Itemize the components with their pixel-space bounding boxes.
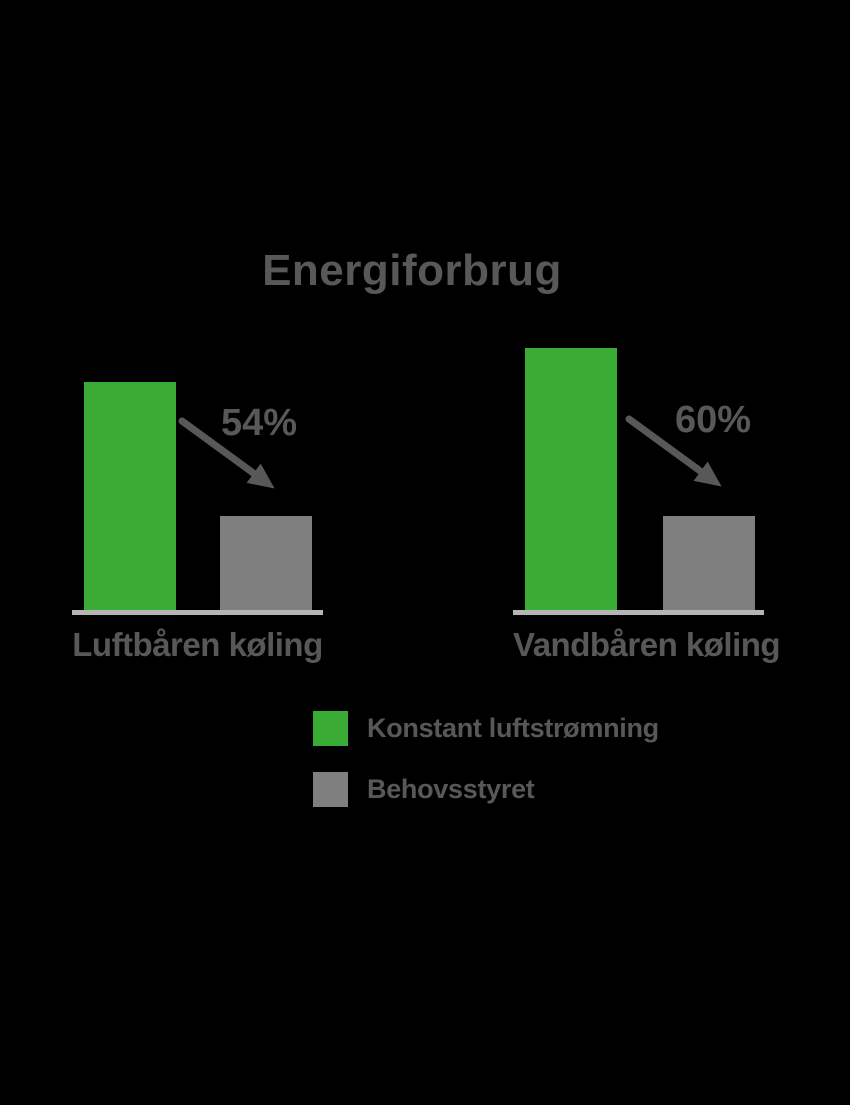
legend: Konstant luftstrømning Behovsstyret bbox=[313, 711, 659, 807]
demand-controlled-bar bbox=[220, 516, 312, 610]
reduction-arrow-icon bbox=[178, 417, 275, 489]
legend-label: Konstant luftstrømning bbox=[367, 713, 659, 743]
legend-label: Behovsstyret bbox=[367, 774, 535, 804]
reduction-arrow-icon bbox=[625, 415, 722, 487]
bar-group-vandbaaren-koeling: 60% Vandbåren køling bbox=[513, 340, 781, 675]
constant-airflow-bar bbox=[525, 348, 617, 610]
legend-item-constant-airflow: Konstant luftstrømning bbox=[313, 711, 659, 746]
demand-controlled-bar bbox=[663, 516, 755, 610]
category-label: Luftbåren køling bbox=[72, 626, 323, 663]
axis-baseline bbox=[72, 610, 323, 615]
constant-airflow-bar bbox=[84, 382, 176, 610]
axis-baseline bbox=[513, 610, 764, 615]
gray-swatch-icon bbox=[313, 772, 348, 807]
category-label: Vandbåren køling bbox=[513, 626, 781, 663]
legend-item-demand-controlled: Behovsstyret bbox=[313, 772, 659, 807]
reduction-label: 54% bbox=[221, 402, 298, 444]
bar-group-luftbaaren-koeling: 54% Luftbåren køling bbox=[72, 340, 323, 675]
reduction-label: 60% bbox=[675, 399, 752, 441]
green-swatch-icon bbox=[313, 711, 348, 746]
chart-title: Energiforbrug bbox=[262, 246, 562, 295]
